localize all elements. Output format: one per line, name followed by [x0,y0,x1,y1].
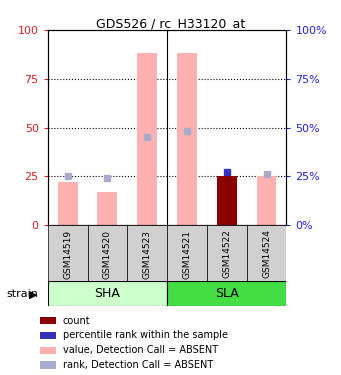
Bar [137,53,157,225]
Text: value, Detection Call = ABSENT: value, Detection Call = ABSENT [63,345,218,355]
Text: GSM14519: GSM14519 [63,230,72,279]
Bar [40,317,56,324]
Text: count: count [63,315,90,326]
Text: GDS526 / rc_H33120_at: GDS526 / rc_H33120_at [96,17,245,30]
Text: percentile rank within the sample: percentile rank within the sample [63,330,227,340]
Bar [247,225,286,283]
Text: GSM14523: GSM14523 [143,230,152,279]
Bar [256,176,277,225]
Text: SLA: SLA [215,287,239,300]
Text: GSM14521: GSM14521 [182,230,192,279]
Bar [98,192,117,225]
Bar [127,225,167,283]
Text: rank, Detection Call = ABSENT: rank, Detection Call = ABSENT [63,360,213,370]
Bar [167,225,207,283]
Text: GSM14524: GSM14524 [262,230,271,279]
Bar [167,281,286,306]
Bar [58,182,77,225]
Bar [40,346,56,354]
Bar [40,332,56,339]
Text: GSM14522: GSM14522 [222,230,231,279]
Bar [48,281,167,306]
Text: ▶: ▶ [29,290,38,299]
Text: GSM14520: GSM14520 [103,230,112,279]
Bar [217,176,237,225]
Bar [48,225,88,283]
Bar [217,176,237,225]
Text: strain: strain [7,290,39,299]
Bar [177,53,197,225]
Bar [88,225,127,283]
Text: SHA: SHA [94,287,120,300]
Bar [207,225,247,283]
Bar [40,362,56,369]
